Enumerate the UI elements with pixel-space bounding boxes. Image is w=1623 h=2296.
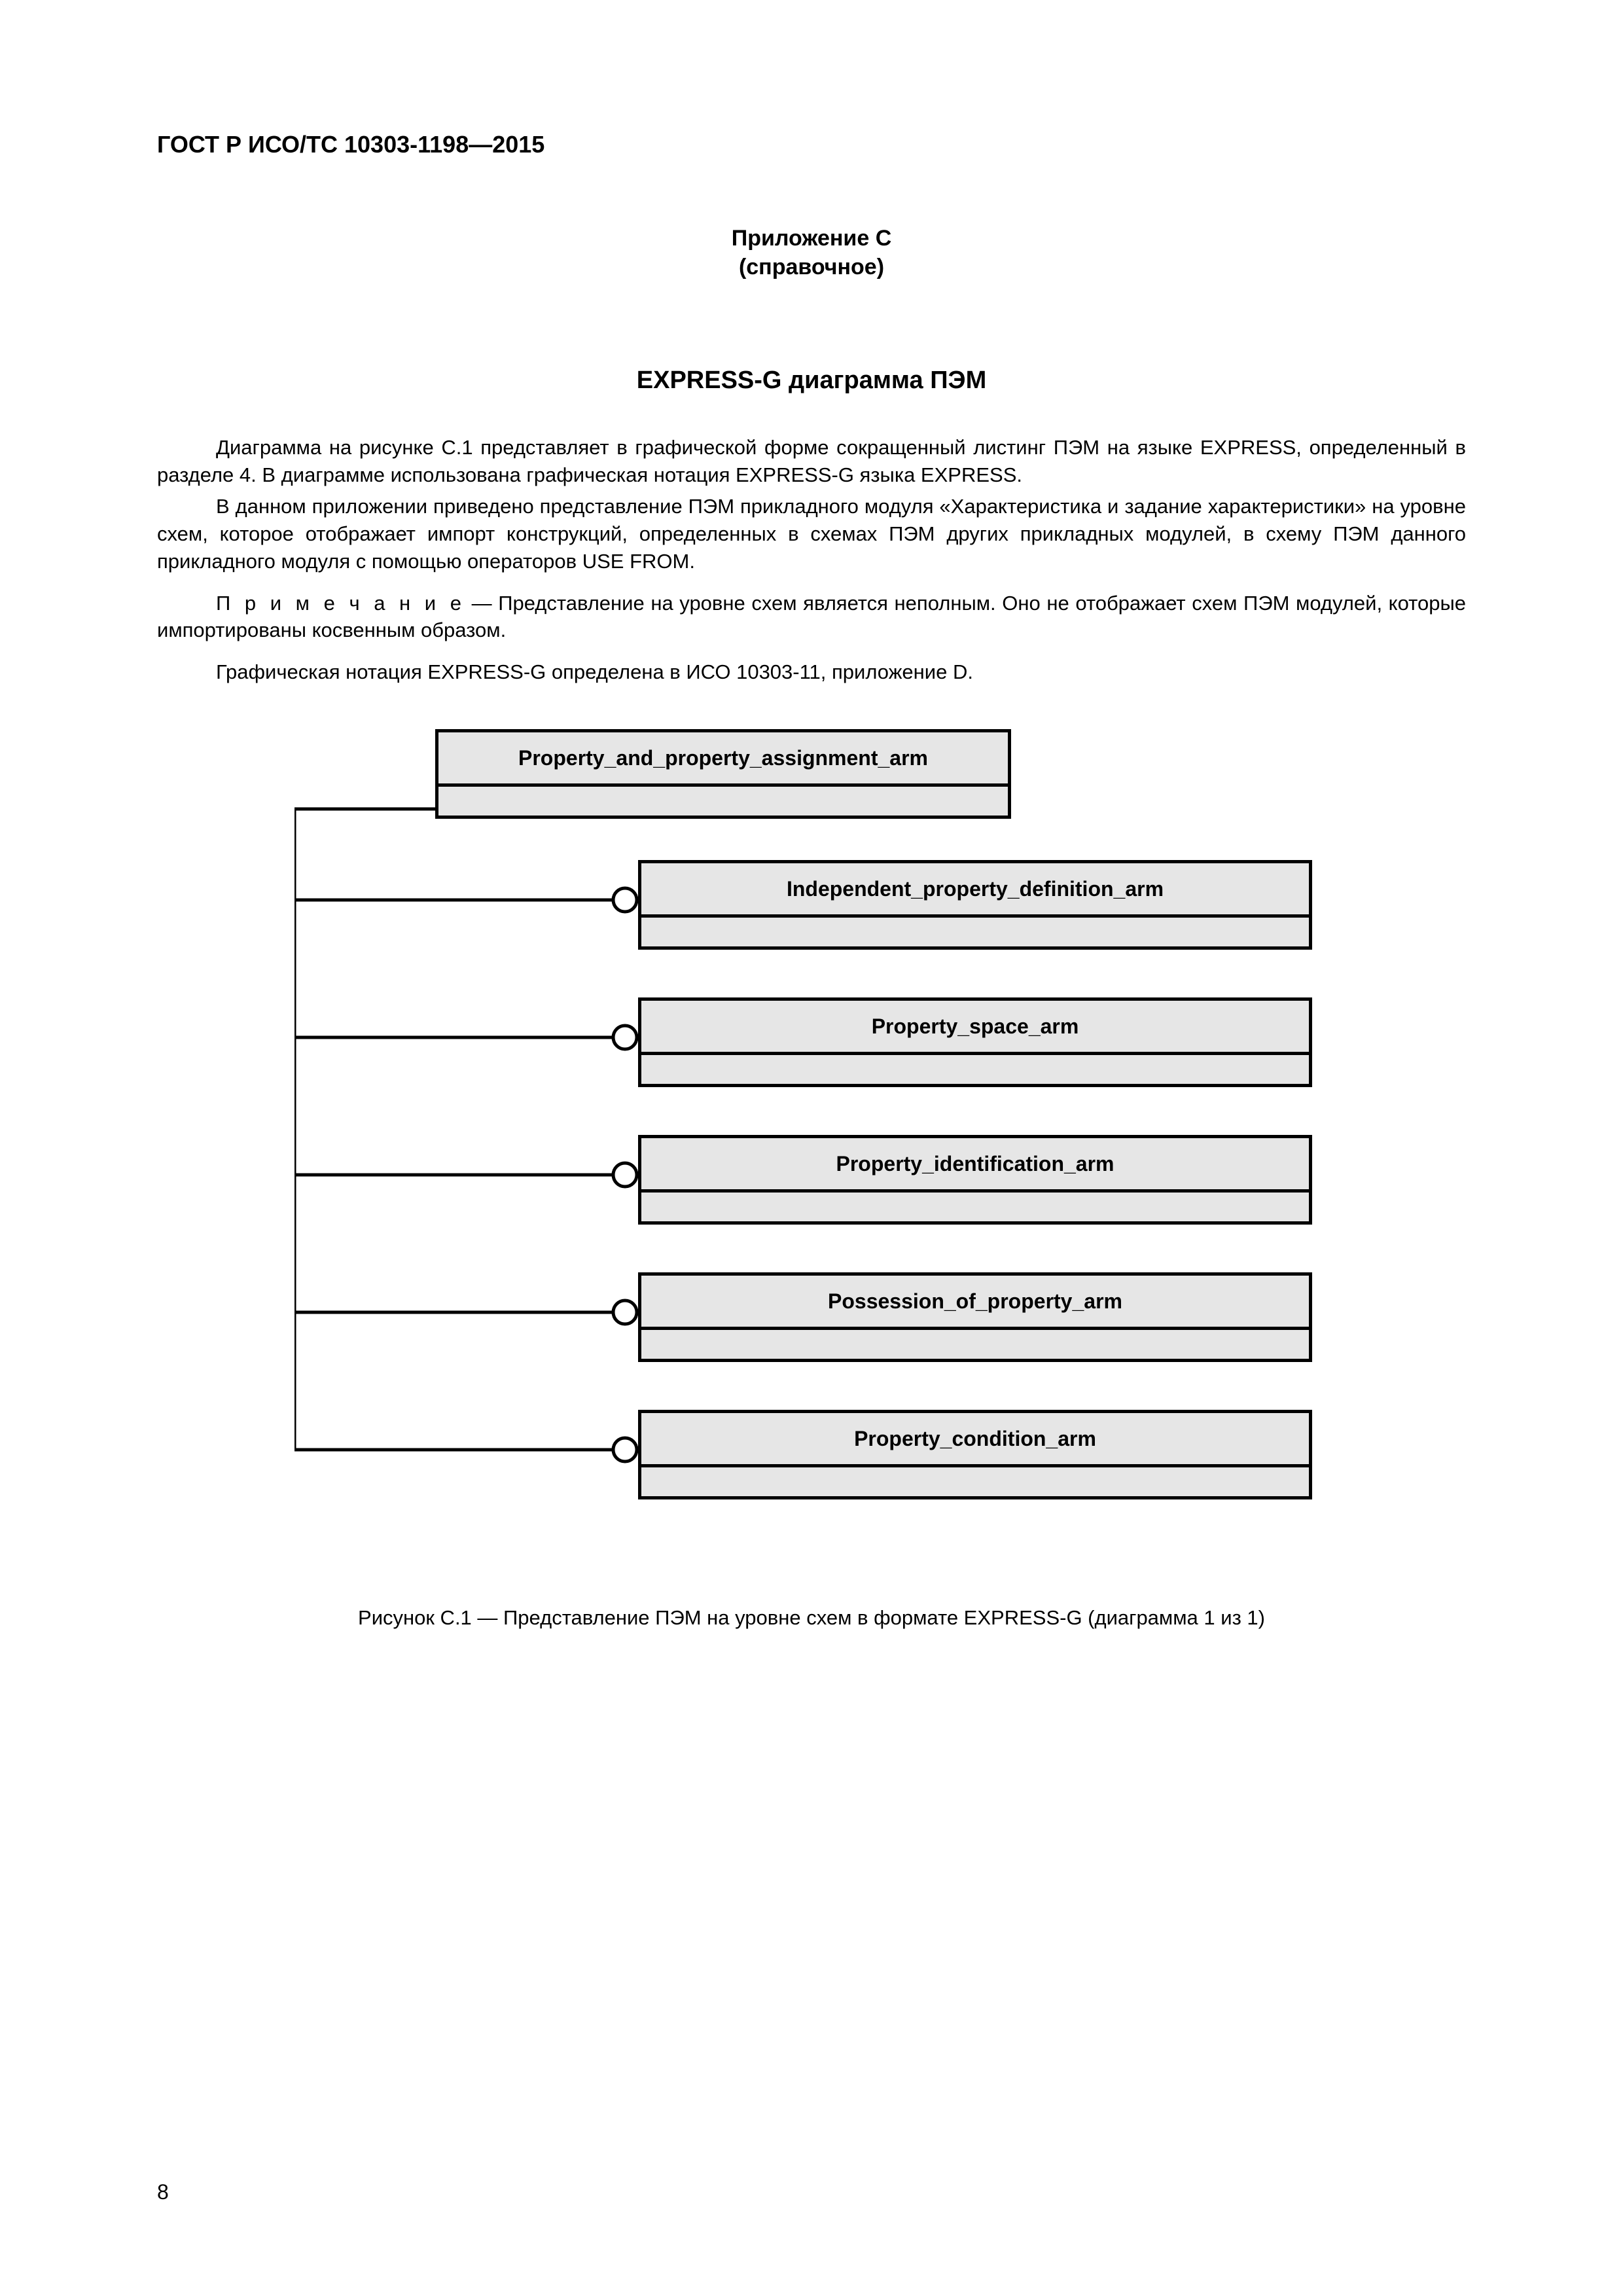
page-number: 8 — [157, 2180, 169, 2204]
schema-label-child: Property_space_arm — [638, 997, 1312, 1052]
schema-box-child: Property_space_arm — [638, 997, 1312, 1087]
schema-box-root: Property_and_property_assignment_arm — [435, 729, 1011, 819]
schema-label-child: Possession_of_property_arm — [638, 1272, 1312, 1327]
note-label: П р и м е ч а н и е — [216, 592, 465, 615]
schema-strip-child — [638, 914, 1312, 950]
schema-box-child: Property_identification_arm — [638, 1135, 1312, 1225]
schema-strip-child — [638, 1052, 1312, 1087]
schema-box-child: Possession_of_property_arm — [638, 1272, 1312, 1362]
schema-label-child: Property_identification_arm — [638, 1135, 1312, 1189]
schema-strip-root — [435, 783, 1011, 819]
schema-box-child: Independent_property_definition_arm — [638, 860, 1312, 950]
annex-title: Приложение С (справочное) — [157, 224, 1466, 281]
expressg-diagram: Property_and_property_assignment_arm Ind… — [294, 729, 1329, 1567]
annex-line2: (справочное) — [739, 255, 884, 279]
note-sep: — — [465, 592, 498, 615]
schema-strip-child — [638, 1189, 1312, 1225]
annex-line1: Приложение С — [732, 226, 892, 251]
paragraph-2: В данном приложении приведено представле… — [157, 493, 1466, 575]
schema-box-child: Property_condition_arm — [638, 1410, 1312, 1499]
schema-label-root: Property_and_property_assignment_arm — [435, 729, 1011, 783]
paragraph-1: Диаграмма на рисунке С.1 представляет в … — [157, 434, 1466, 489]
section-title: EXPRESS-G диаграмма ПЭМ — [157, 367, 1466, 395]
paragraph-note: П р и м е ч а н и е — Представление на у… — [157, 590, 1466, 645]
paragraph-3: Графическая нотация EXPRESS-G определена… — [157, 658, 1466, 686]
schema-strip-child — [638, 1327, 1312, 1362]
schema-label-child: Property_condition_arm — [638, 1410, 1312, 1464]
page: ГОСТ Р ИСО/ТС 10303-1198—2015 Приложение… — [0, 0, 1623, 2296]
schema-label-child: Independent_property_definition_arm — [638, 860, 1312, 914]
figure-caption: Рисунок С.1 — Представление ПЭМ на уровн… — [157, 1606, 1466, 1630]
doc-header: ГОСТ Р ИСО/ТС 10303-1198—2015 — [157, 131, 1466, 158]
schema-strip-child — [638, 1464, 1312, 1499]
